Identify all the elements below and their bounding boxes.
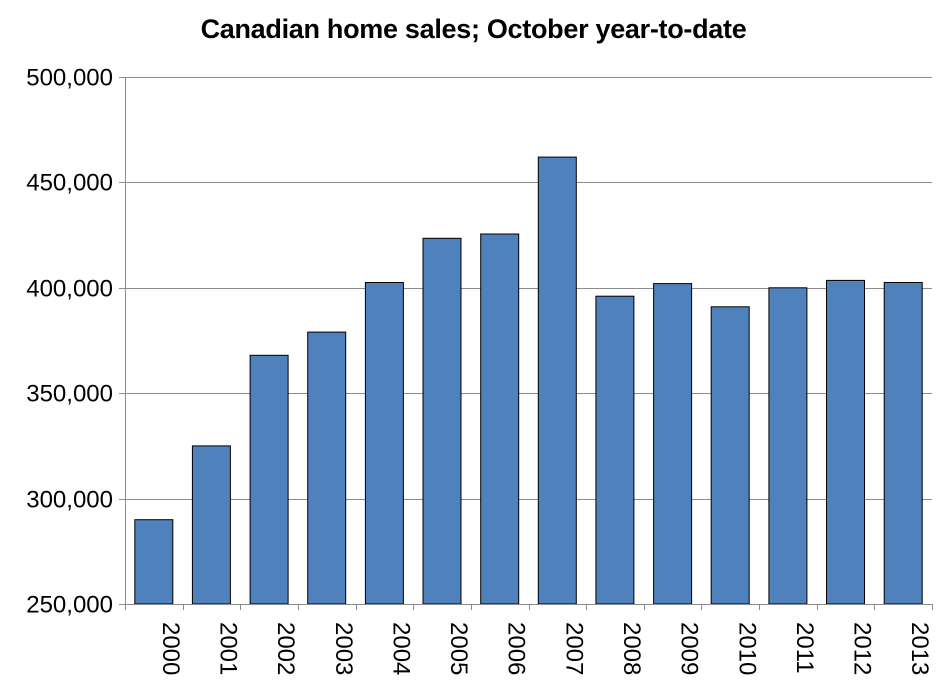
x-tick-label: 2007 <box>560 622 587 675</box>
x-tick-label: 2005 <box>445 622 472 675</box>
x-tick-label: 2009 <box>676 622 703 675</box>
y-tick-label: 450,000 <box>26 170 113 197</box>
x-tick-label: 2012 <box>849 622 876 675</box>
bar-2000 <box>134 519 174 605</box>
x-tick-label: 2011 <box>791 622 818 674</box>
x-tick-label: 2004 <box>387 622 414 675</box>
x-tick-label: 2000 <box>157 622 184 675</box>
bar-2003 <box>307 331 347 605</box>
bar-2011 <box>768 287 808 605</box>
x-tick-label: 2003 <box>330 622 357 675</box>
x-tick-label: 2010 <box>733 622 760 675</box>
bar-2004 <box>364 282 404 605</box>
bars <box>134 156 923 605</box>
y-tick-label: 250,000 <box>26 592 113 619</box>
bar-2007 <box>537 156 577 605</box>
y-axis-tick-labels: 250,000 300,000 350,000 400,000 450,000 500,0… <box>26 65 113 619</box>
bar-2002 <box>249 354 289 605</box>
gridlines <box>125 77 932 500</box>
chart-title: Canadian home sales; October year-to-dat… <box>200 14 747 44</box>
x-tick-label: 2013 <box>906 622 933 675</box>
bar-2008 <box>595 295 635 605</box>
y-tick-label: 500,000 <box>26 65 113 92</box>
y-tick-label: 400,000 <box>26 276 113 303</box>
bar-2009 <box>653 283 693 605</box>
bar-2012 <box>826 279 865 605</box>
bar-2013 <box>883 282 923 605</box>
y-tick-label: 350,000 <box>26 381 113 408</box>
x-tick-label: 2006 <box>503 622 530 675</box>
x-axis-tick-labels: 2000 2001 2002 2003 2004 2005 2006 2007 2008 2009… <box>157 622 933 675</box>
bar-2005 <box>422 237 462 605</box>
bar-2006 <box>480 233 520 605</box>
bar-2001 <box>191 445 231 605</box>
axes <box>119 77 933 610</box>
y-tick-label: 300,000 <box>26 487 113 514</box>
x-tick-label: 2008 <box>618 622 645 675</box>
bar-2010 <box>710 306 750 605</box>
x-tick-label: 2002 <box>272 622 299 675</box>
x-tick-label: 2001 <box>214 622 241 675</box>
